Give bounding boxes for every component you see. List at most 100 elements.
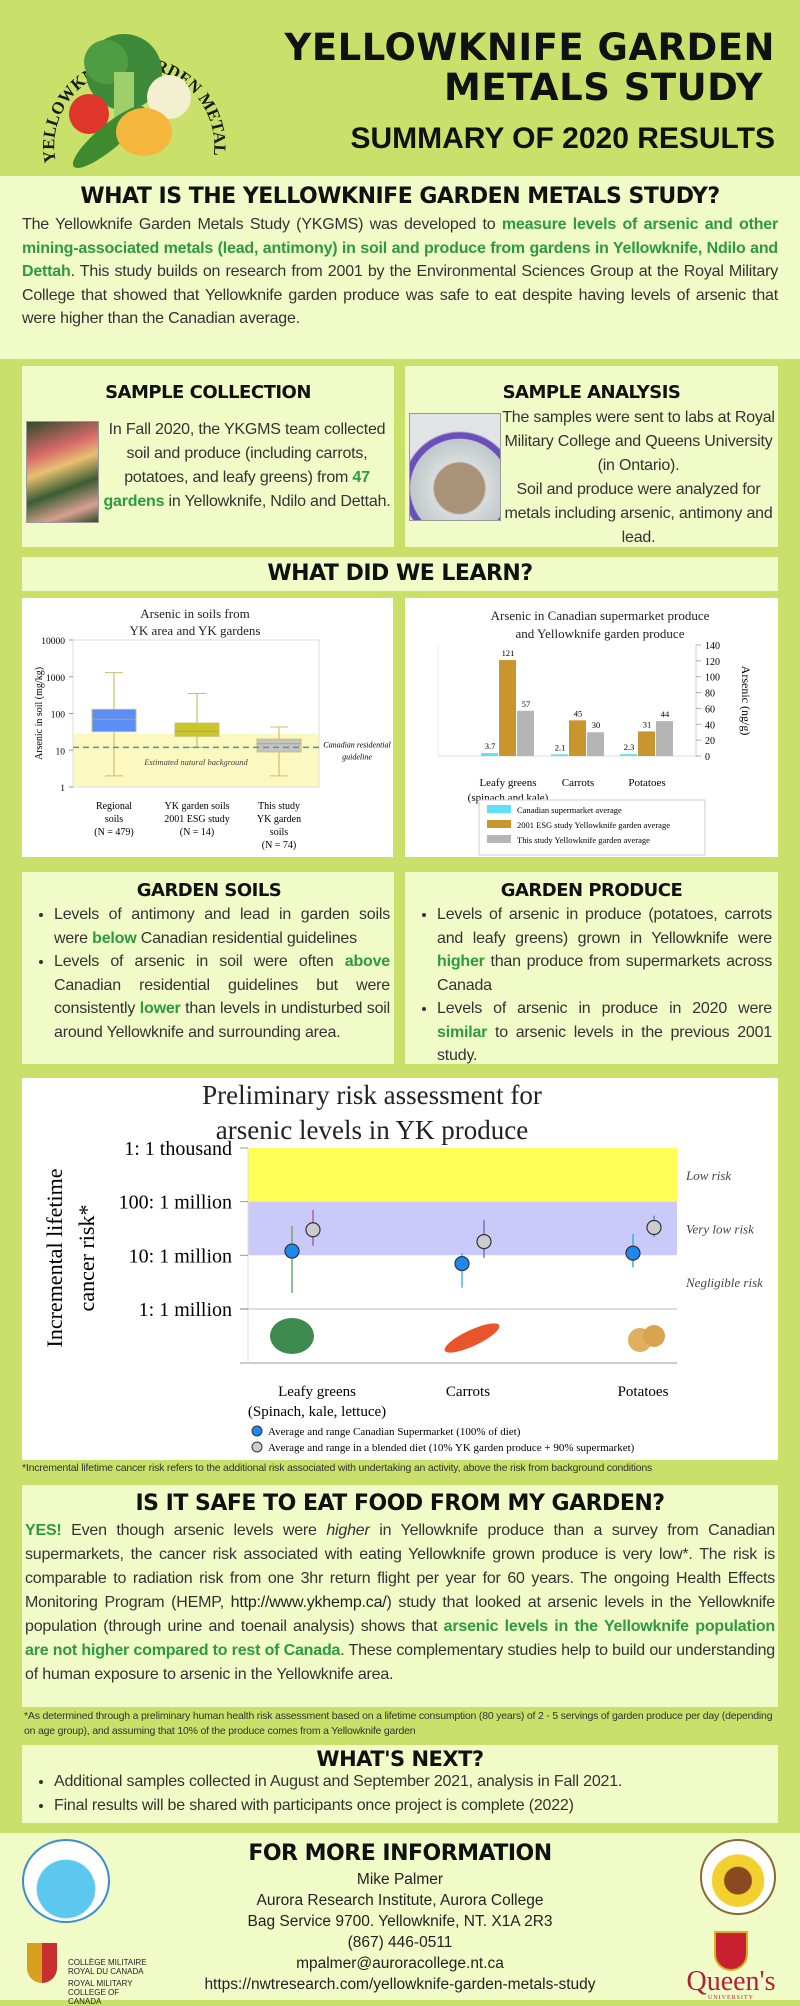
- sample-collection-text: In Fall 2020, the YKGMS team collected s…: [103, 421, 391, 510]
- sample-collection-card: SAMPLE COLLECTION In Fall 2020, the YKGM…: [22, 366, 394, 547]
- risk-zone: [248, 1148, 677, 1202]
- bar: [620, 754, 637, 756]
- bar: [656, 721, 673, 756]
- legend-swatch: [487, 805, 511, 813]
- section-heading: WHAT DID WE LEARN?: [267, 561, 533, 586]
- legend-label: Average and range in a blended diet (10%…: [268, 1442, 635, 1454]
- y-tick-label: 1: 1 thousand: [124, 1138, 232, 1160]
- risk-zone-label: Very low risk: [686, 1222, 754, 1237]
- hemp-link[interactable]: http://www.ykhemp.ca/: [230, 1594, 387, 1611]
- legend-label: Canadian supermarket average: [517, 805, 622, 815]
- bar-value-label: 121: [502, 648, 515, 658]
- x-category-label: Potatoes: [618, 1384, 669, 1400]
- y-tick-label: 0: [705, 752, 710, 763]
- x-category-label: (N = 14): [180, 827, 215, 838]
- soil-arsenic-boxplot: Arsenic in soils from YK area and YK gard…: [34, 606, 392, 851]
- box: [91, 708, 137, 733]
- list-item: Levels of arsenic in soil were often abo…: [54, 950, 390, 1044]
- x-category-label: YK garden soils: [165, 801, 230, 812]
- y-tick-label: 10: [56, 747, 66, 757]
- data-point: [625, 1245, 641, 1261]
- x-category-label: Leafy greens: [479, 777, 536, 789]
- y-axis-label: Incremental lifetime: [42, 1169, 67, 1348]
- contact-org: Aurora Research Institute, Aurora Colleg…: [256, 1892, 544, 1909]
- guideline-label: Canadian residential: [323, 740, 391, 749]
- contact-block: Mike Palmer Aurora Research Institute, A…: [0, 1869, 800, 1995]
- x-category-label: Potatoes: [628, 777, 665, 789]
- bar-value-label: 57: [522, 699, 531, 709]
- rmc-logo-text: COLLÈGE MILITAIRE ROYAL DU CANADA ROYAL M…: [68, 1958, 147, 2006]
- bar-value-label: 45: [574, 708, 583, 718]
- legend-label: This study Yellowknife garden average: [517, 835, 650, 845]
- box: [174, 722, 220, 737]
- legend-swatch: [487, 835, 511, 843]
- y-tick-label: 10: 1 million: [129, 1245, 232, 1267]
- data-point: [305, 1222, 321, 1238]
- bar-value-label: 44: [661, 709, 670, 719]
- bar-value-label: 2.1: [555, 742, 566, 752]
- data-point: [646, 1219, 662, 1236]
- risk-footnote: *Incremental lifetime cancer risk refers…: [22, 1462, 653, 1474]
- kale-icon: [270, 1318, 314, 1354]
- risk-zone-label: Low risk: [685, 1168, 731, 1183]
- contact-email[interactable]: mpalmer@auroracollege.nt.ca: [296, 1955, 504, 1972]
- x-category-label: This study: [258, 801, 300, 812]
- data-point: [476, 1234, 492, 1250]
- garden-produce-list: Levels of arsenic in produce (potatoes, …: [411, 903, 772, 1068]
- soil-arsenic-chart: Arsenic in soils from YK area and YK gard…: [22, 598, 393, 857]
- list-item: Levels of arsenic in produce (potatoes, …: [437, 903, 772, 997]
- bar: [551, 754, 568, 756]
- garden-produce-card: GARDEN PRODUCE Levels of arsenic in prod…: [405, 872, 778, 1064]
- y-tick-label: 20: [705, 736, 715, 747]
- legend-marker: [251, 1425, 263, 1437]
- bar: [587, 732, 604, 756]
- safe-footnote: *As determined through a preliminary hum…: [24, 1710, 773, 1737]
- section-heading: GARDEN SOILS: [136, 880, 282, 901]
- contact-phone: (867) 446-0511: [347, 1934, 453, 1951]
- bar: [638, 731, 655, 756]
- data-point: [284, 1243, 300, 1259]
- page-title: YELLOWKNIFE GARDEN METALS STUDY: [284, 26, 775, 109]
- bar-value-label: 30: [592, 720, 601, 730]
- bar: [499, 660, 516, 756]
- box: [256, 738, 302, 753]
- sample-analysis-text: The samples were sent to labs at Royal M…: [502, 409, 775, 546]
- y-tick-label: 40: [705, 720, 715, 731]
- project-logo: YELLOWKNIFE GARDEN METALS STUDY: [14, 2, 229, 168]
- whats-next-list: Additional samples collected in August a…: [28, 1770, 772, 1818]
- y-axis-label: cancer risk*: [74, 1205, 99, 1312]
- section-heading: FOR MORE INFORMATION: [248, 1841, 552, 1866]
- carrot-icon: [444, 1323, 500, 1353]
- x-category-label: 2001 ESG study: [164, 814, 230, 825]
- what-is-section: WHAT IS THE YELLOWKNIFE GARDEN METALS ST…: [0, 176, 800, 359]
- y-axis-label: Arsenic (ng/g): [739, 666, 753, 736]
- bar-value-label: 2.3: [624, 742, 635, 752]
- y-tick-label: 140: [705, 641, 720, 652]
- risk-assessment-chart: Preliminary risk assessment for arsenic l…: [22, 1078, 778, 1460]
- project-website-link[interactable]: https://nwtresearch.com/yellowknife-gard…: [204, 1976, 596, 1993]
- section-heading: SAMPLE COLLECTION: [105, 382, 311, 403]
- section-heading: WHAT'S NEXT?: [316, 1747, 484, 1771]
- guideline-label: guideline: [342, 752, 372, 761]
- y-tick-label: 100: [51, 711, 66, 721]
- legend-label: 2001 ESG study Yellowknife garden averag…: [517, 820, 670, 830]
- x-category-label: Leafy greens: [278, 1384, 356, 1400]
- what-did-we-learn-banner: WHAT DID WE LEARN?: [22, 557, 778, 591]
- tomato-icon: [69, 94, 109, 134]
- bar-value-label: 3.7: [485, 741, 496, 751]
- chart-title: Arsenic in soils from: [140, 606, 249, 621]
- carrot-bunch-photo: [26, 421, 99, 523]
- whats-next-section: WHAT'S NEXT? Additional samples collecte…: [22, 1745, 778, 1823]
- ykdfn-logo: [700, 1839, 776, 1915]
- garden-soils-card: GARDEN SOILS Levels of antimony and lead…: [22, 872, 394, 1064]
- what-is-paragraph: The Yellowknife Garden Metals Study (YKG…: [22, 216, 779, 327]
- y-tick-label: 1000: [46, 674, 65, 684]
- aurora-college-logo: [22, 1839, 110, 1923]
- x-category-label: (N = 74): [262, 840, 297, 851]
- bar-value-label: 31: [643, 719, 652, 729]
- list-item: Levels of antimony and lead in garden so…: [54, 903, 390, 950]
- soil-sample-bag-photo: [409, 413, 501, 521]
- chart-title: Arsenic in Canadian supermarket produce: [491, 608, 710, 623]
- section-heading: IS IT SAFE TO EAT FOOD FROM MY GARDEN?: [135, 1491, 665, 1516]
- rmc-logo: [27, 1943, 57, 1983]
